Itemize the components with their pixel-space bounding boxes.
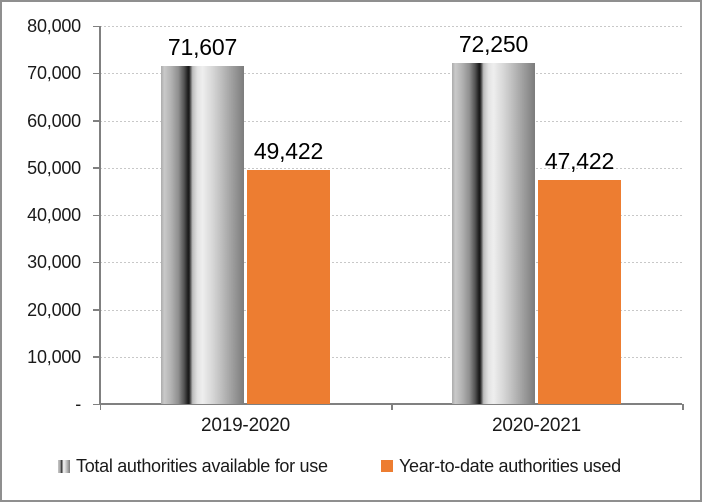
y-axis-tick-label: -: [75, 394, 81, 414]
bar-total-2019-2020: [161, 65, 244, 404]
y-axis-tick-label: 80,000: [27, 16, 81, 36]
gray-cylinder-legend-swatch: [58, 459, 70, 473]
y-axis-tick-label: 20,000: [27, 299, 81, 320]
bar-ytd-2020-2021: [538, 179, 621, 404]
gridline: [100, 356, 682, 358]
data-label: 49,422: [253, 138, 324, 165]
orange-legend-swatch: [381, 460, 393, 472]
x-axis-tick-mark: [682, 404, 684, 410]
data-label: 72,250: [458, 30, 529, 57]
y-axis-tick-label: 40,000: [27, 205, 81, 225]
bar-total-2020-2021: [452, 62, 535, 404]
legend-item-ytd-authorities: Year-to-date authorities used: [381, 455, 621, 477]
gridline: [100, 215, 682, 216]
y-axis-tick-mark: [93, 403, 99, 405]
y-axis-tick-label: 10,000: [27, 346, 81, 367]
y-axis-tick-mark: [93, 25, 99, 27]
x-axis-tick-mark: [391, 404, 393, 410]
data-label: 47,422: [544, 147, 615, 174]
y-axis-tick-label: 70,000: [27, 63, 81, 84]
y-axis-tick-mark: [93, 72, 99, 75]
y-axis-tick-label: 50,000: [27, 157, 81, 178]
category-label: 2020-2021: [491, 415, 582, 436]
legend-item-total-authorities: Total authorities available for use: [58, 455, 328, 477]
gridline: [100, 167, 682, 169]
y-axis-tick-mark: [93, 309, 99, 311]
x-axis-line: [99, 403, 682, 405]
gridline: [100, 262, 682, 264]
y-axis-tick-mark: [93, 261, 99, 264]
y-axis-tick-mark: [93, 214, 99, 216]
legend-label: Total authorities available for use: [76, 456, 328, 476]
y-axis-line: [99, 26, 101, 404]
y-axis-tick-mark: [93, 356, 99, 358]
y-axis-tick-label: 60,000: [27, 110, 81, 131]
data-label: 71,607: [167, 33, 238, 60]
gridline: [100, 309, 682, 311]
x-axis-tick-mark: [99, 404, 101, 410]
y-axis-tick-mark: [93, 167, 99, 169]
category-label: 2019-2020: [200, 415, 291, 436]
legend-label: Year-to-date authorities used: [399, 456, 621, 476]
y-axis-tick-mark: [93, 120, 99, 122]
y-axis-tick-label: 30,000: [27, 252, 81, 273]
gridline: [100, 73, 682, 75]
gridline: [100, 120, 682, 122]
bar-ytd-2019-2020: [247, 170, 330, 404]
gridline: [100, 26, 682, 27]
